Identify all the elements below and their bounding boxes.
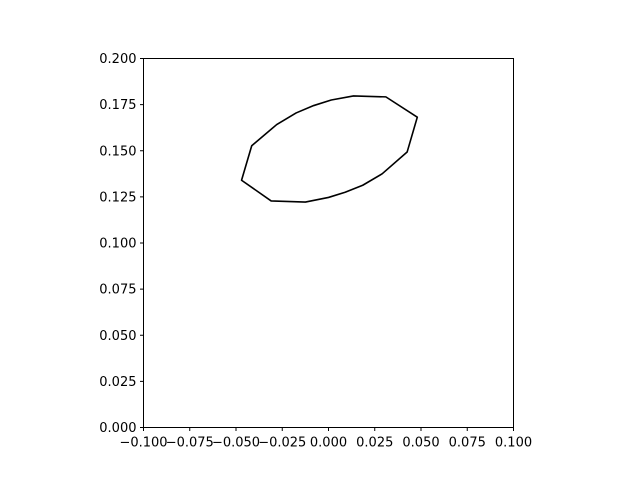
x-tick-label: 0.075 bbox=[449, 436, 486, 451]
x-tick-label: −0.050 bbox=[212, 436, 260, 451]
x-tick-label: 0.025 bbox=[356, 436, 393, 451]
y-tick-label: 0.075 bbox=[99, 283, 136, 298]
y-tick-label: 0.200 bbox=[99, 52, 136, 67]
y-tick-label: 0.050 bbox=[99, 329, 136, 344]
y-axis: 0.000 0.025 0.050 0.075 0.100 0.125 0.150 0.175… bbox=[99, 52, 144, 436]
x-tick-label: 0.050 bbox=[402, 436, 439, 451]
y-tick-label: 0.025 bbox=[99, 375, 136, 390]
y-tick-label: 0.000 bbox=[99, 421, 136, 436]
y-tick-label: 0.125 bbox=[99, 190, 136, 205]
y-tick-label: 0.100 bbox=[99, 237, 136, 252]
x-tick-label: 0.100 bbox=[495, 436, 532, 451]
y-tick-label: 0.150 bbox=[99, 144, 136, 159]
y-tick-label: 0.175 bbox=[99, 98, 136, 113]
x-axis: −0.100−0.075−0.050−0.025 0.000 0.025 0.050 0… bbox=[119, 427, 532, 451]
x-tick-label: 0.000 bbox=[310, 436, 347, 451]
x-tick-label: −0.025 bbox=[258, 436, 306, 451]
plot-frame bbox=[143, 58, 514, 428]
series-line bbox=[240, 95, 419, 203]
x-tick-label: −0.075 bbox=[166, 436, 214, 451]
x-tick-label: −0.100 bbox=[119, 436, 167, 451]
chart-marks bbox=[240, 95, 419, 203]
